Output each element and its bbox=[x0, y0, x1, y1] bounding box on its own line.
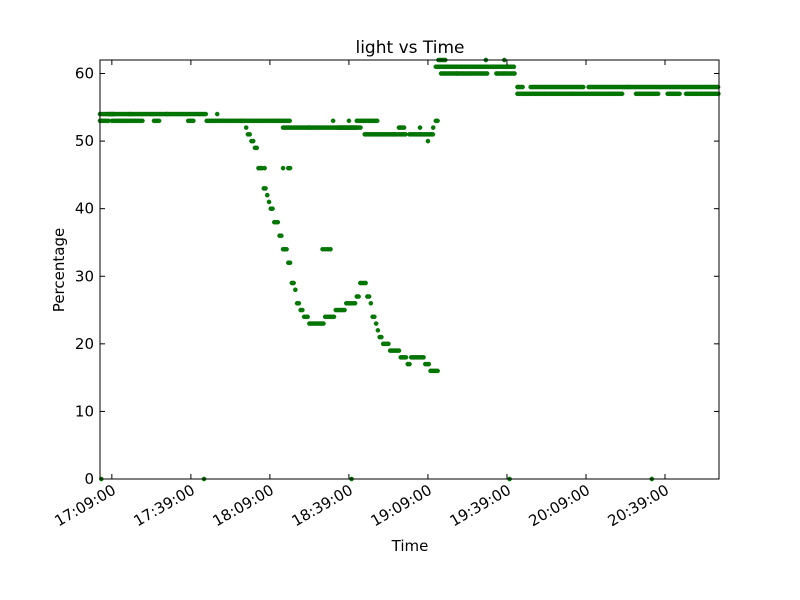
y-tick-label: 50 bbox=[75, 132, 94, 150]
data-point bbox=[331, 314, 337, 320]
data-point bbox=[372, 314, 377, 320]
data-points bbox=[97, 57, 721, 482]
data-point bbox=[127, 111, 133, 117]
y-tick-label: 60 bbox=[75, 65, 94, 83]
data-point bbox=[287, 260, 293, 266]
data-point bbox=[293, 287, 298, 293]
data-point bbox=[264, 192, 270, 198]
data-point bbox=[403, 132, 408, 137]
data-point bbox=[430, 125, 436, 130]
data-point bbox=[250, 138, 256, 144]
y-tick-label: 10 bbox=[75, 402, 94, 420]
data-point bbox=[520, 84, 525, 90]
data-point bbox=[191, 118, 196, 124]
data-point bbox=[356, 294, 361, 299]
data-point bbox=[280, 165, 286, 171]
data-point bbox=[375, 328, 381, 333]
data-point bbox=[300, 307, 305, 313]
y-tick-label: 30 bbox=[75, 267, 94, 285]
data-point bbox=[254, 145, 260, 151]
data-point bbox=[262, 165, 267, 171]
data-point bbox=[374, 118, 380, 124]
data-point bbox=[368, 300, 374, 306]
data-point bbox=[425, 138, 431, 144]
data-point bbox=[619, 91, 625, 97]
data-point bbox=[346, 118, 352, 124]
x-tick-label: 20:39:00 bbox=[605, 481, 672, 530]
data-point bbox=[512, 71, 517, 76]
x-tick-label: 18:39:00 bbox=[289, 481, 356, 530]
data-point bbox=[243, 125, 249, 130]
data-point bbox=[247, 132, 253, 137]
data-point bbox=[715, 84, 721, 90]
data-point bbox=[296, 300, 302, 306]
data-point bbox=[716, 91, 721, 97]
data-point bbox=[401, 125, 407, 130]
y-tick-label: 20 bbox=[75, 335, 94, 353]
data-point bbox=[580, 84, 586, 90]
data-point bbox=[214, 111, 220, 117]
data-point bbox=[403, 355, 409, 360]
data-point bbox=[379, 334, 384, 340]
x-axis: 17:09:00 17:39:00 18:09:00 18:39:00 19:09:00… bbox=[52, 60, 672, 530]
x-tick-label: 19:39:00 bbox=[447, 481, 514, 530]
x-axis-label: Time bbox=[391, 537, 429, 555]
x-tick-label: 17:09:00 bbox=[52, 481, 119, 530]
data-point bbox=[164, 111, 170, 117]
data-point bbox=[287, 118, 292, 124]
data-point bbox=[484, 71, 490, 76]
data-point bbox=[435, 118, 440, 124]
data-point bbox=[396, 348, 402, 353]
data-point bbox=[307, 125, 312, 130]
y-axis: 0 10 20 30 40 50 60 bbox=[75, 65, 719, 488]
data-point bbox=[321, 321, 326, 326]
data-point bbox=[287, 165, 293, 171]
y-axis-label: Percentage bbox=[50, 228, 68, 312]
data-point bbox=[328, 246, 333, 252]
data-point bbox=[491, 64, 497, 70]
data-point bbox=[417, 125, 423, 130]
data-point bbox=[366, 294, 372, 299]
data-point bbox=[435, 368, 440, 374]
data-point bbox=[352, 300, 358, 306]
data-point bbox=[275, 219, 281, 225]
data-point bbox=[263, 186, 268, 191]
data-point bbox=[140, 118, 145, 124]
data-point bbox=[363, 280, 368, 286]
data-point bbox=[407, 361, 412, 367]
data-point bbox=[291, 280, 296, 286]
plot-frame bbox=[99, 59, 720, 480]
y-tick-label: 40 bbox=[75, 200, 94, 218]
x-tick-label: 18:09:00 bbox=[210, 481, 277, 530]
data-point bbox=[305, 314, 310, 320]
data-point bbox=[373, 321, 379, 326]
data-point bbox=[511, 64, 517, 70]
data-point bbox=[430, 132, 436, 137]
data-point bbox=[655, 91, 661, 97]
data-point bbox=[284, 246, 289, 252]
data-point bbox=[279, 233, 284, 239]
data-point bbox=[677, 91, 682, 97]
data-point bbox=[421, 355, 426, 360]
data-point bbox=[156, 118, 162, 124]
x-tick-label: 17:39:00 bbox=[131, 481, 198, 530]
data-point bbox=[342, 307, 347, 313]
x-tick-label: 19:09:00 bbox=[368, 481, 435, 530]
data-point bbox=[330, 118, 336, 124]
data-point bbox=[266, 199, 272, 205]
data-point bbox=[386, 341, 391, 347]
data-point bbox=[426, 361, 432, 367]
chart-title: light vs Time bbox=[355, 38, 464, 58]
data-point bbox=[358, 125, 363, 130]
data-point bbox=[270, 206, 275, 211]
y-tick-label: 0 bbox=[84, 470, 94, 488]
data-point bbox=[203, 111, 209, 117]
x-tick-label: 20:09:00 bbox=[526, 481, 593, 530]
